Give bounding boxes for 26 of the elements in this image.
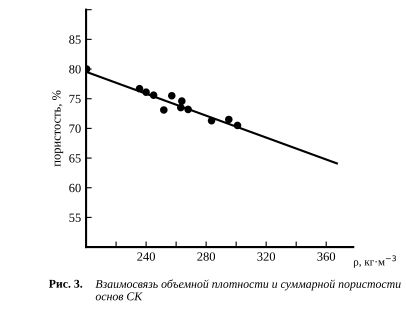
y-tick-label: 70 <box>70 124 81 133</box>
x-tick-label: 280 <box>197 252 216 261</box>
point <box>178 97 186 105</box>
y-tick-label: 60 <box>69 184 81 192</box>
y-axis-title: пористость, % <box>52 90 64 166</box>
y-tick-label: 55 <box>69 214 81 222</box>
text: Взаимосвязь объемной плотности и суммарной пористости основ СК <box>96 279 401 300</box>
x-tick-label: 240 <box>137 252 156 261</box>
point <box>136 84 144 92</box>
point <box>160 106 168 114</box>
y-tick-label: 65 <box>69 154 81 163</box>
point <box>184 106 192 114</box>
x-axis-title: ρ, кг·м$^{−3}$ <box>354 255 396 268</box>
point <box>225 116 233 124</box>
point <box>234 122 242 130</box>
y-tick-label: 75 <box>70 94 81 104</box>
point <box>142 88 150 96</box>
text: Рис. 3. <box>48 280 82 288</box>
y-tick-label: 85 <box>69 35 81 44</box>
point <box>150 91 158 99</box>
x-tick-label: 360 <box>317 252 336 261</box>
y-tick-label: 80 <box>69 65 81 74</box>
point <box>208 116 216 124</box>
x-tick-label: 320 <box>257 252 276 261</box>
point <box>168 92 176 100</box>
point <box>176 104 185 112</box>
